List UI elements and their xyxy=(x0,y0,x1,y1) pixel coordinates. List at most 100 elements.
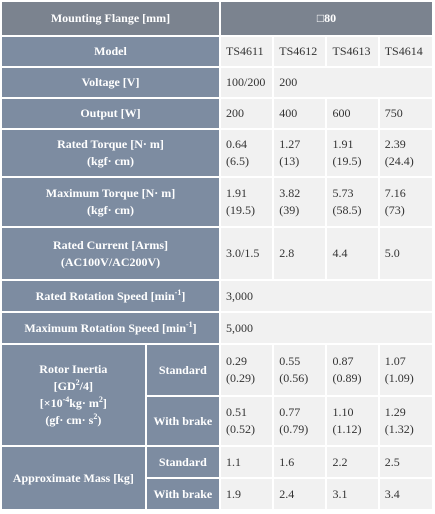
data-cell: 2.2 xyxy=(327,447,378,477)
data-cell: 5.0 xyxy=(379,228,432,279)
row-header: Output [W] xyxy=(2,99,220,128)
table-row: Rated Torque [N· m] (kgf· cm) 0.64 (6.5) 1.2… xyxy=(2,130,432,176)
table-row: Approximate Mass [kg] Standard 1.1 1.6 2.2 2.… xyxy=(2,447,432,509)
table-body: Mounting Flange [mm] □80 Model TS4611 TS4612… xyxy=(2,2,432,509)
data-cell: 2.4 xyxy=(274,479,326,509)
text-line: Rated Torque [N· m] xyxy=(57,137,164,151)
data-cell: 3.4 xyxy=(379,479,432,509)
text-line: (39) xyxy=(279,203,300,217)
text: /4] xyxy=(79,379,93,393)
data-cell: 200 xyxy=(274,68,432,97)
data-cell: 0.77 (0.79) xyxy=(274,397,326,445)
sub-header: Standard xyxy=(146,345,220,395)
superscript: 2 xyxy=(98,395,103,404)
text: ) xyxy=(97,413,102,427)
text-line: 3.4 xyxy=(384,486,400,501)
table-row: With brake 0.51 (0.52) 0.77 (0.79) 1.10 (1.12)… xyxy=(2,397,432,445)
data-cell: TS4614 xyxy=(379,37,432,66)
text-line: Rated Rotation Speed [min-1] xyxy=(2,288,219,305)
text-line: Rotor Inertia xyxy=(39,362,108,376)
sub-header: Standard xyxy=(146,447,220,477)
text: [GD xyxy=(53,379,76,393)
data-cell: 600 xyxy=(327,99,378,128)
text-line: 1.91 xyxy=(226,186,248,200)
text-line: (kgf· cm) xyxy=(87,203,134,217)
data-cell: 2.39 (24.4) xyxy=(379,130,432,176)
text-line: [×10-4kg· m2] xyxy=(2,395,145,412)
text-line: 7.16 xyxy=(384,186,406,200)
text-line: 2.4 xyxy=(279,486,295,501)
data-cell: 0.87 (0.89) xyxy=(327,345,378,395)
text-line: TS4612 xyxy=(279,44,318,58)
text-line: 3.82 xyxy=(279,186,301,200)
text-line: 1.27 xyxy=(279,137,301,151)
text-line: (73) xyxy=(384,203,405,217)
text-line: (0.79) xyxy=(279,422,309,436)
text-line: Model xyxy=(94,44,127,58)
text-line: 750 xyxy=(384,106,403,120)
text-line: (0.52) xyxy=(226,422,256,436)
text-line: (19.5) xyxy=(226,203,256,217)
text-line: 400 xyxy=(279,106,298,120)
text-line: 0.64 xyxy=(226,137,248,151)
text-line: 5,000 xyxy=(226,320,254,335)
text-line: (1.12) xyxy=(332,422,362,436)
table-row: Model TS4611 TS4612 TS4613 TS4614 xyxy=(2,37,432,66)
text-line: Rated Current [Arms] xyxy=(52,237,169,252)
text-line: 100/200 xyxy=(226,75,266,89)
text-line: 1.91 xyxy=(332,137,354,151)
header-cell: □80 xyxy=(221,2,432,35)
text: ] xyxy=(192,320,197,335)
text: ] xyxy=(102,396,107,410)
row-header: Model xyxy=(2,37,220,66)
data-cell: 5.73 (58.5) xyxy=(327,178,378,226)
data-cell: 7.16 (73) xyxy=(379,178,432,226)
superscript: -1 xyxy=(174,287,182,297)
data-cell: 1.91 (19.5) xyxy=(221,178,273,226)
text-line: 1.1 xyxy=(226,454,242,469)
text-line: 1.10 xyxy=(332,405,354,419)
text-line: □80 xyxy=(316,11,337,25)
text-line: 5.0 xyxy=(384,246,400,260)
text-line: 600 xyxy=(332,106,351,120)
table-row: With brake 1.9 2.4 3.1 3.4 xyxy=(2,479,432,509)
table-row: Output [W] 200 400 600 750 xyxy=(2,99,432,128)
text-line: Output [W] xyxy=(80,106,141,120)
row-header: Rated Rotation Speed [min-1] xyxy=(2,281,220,311)
text-line: [GD2/4] xyxy=(2,378,145,395)
data-cell: 3.0/1.5 xyxy=(221,228,273,279)
text-line: 1.29 xyxy=(384,405,406,419)
text-line: (6.5) xyxy=(226,154,250,168)
text-line: (58.5) xyxy=(332,203,362,217)
data-cell: 1.10 (1.12) xyxy=(327,397,378,445)
text-line: 3.0/1.5 xyxy=(226,246,260,260)
text-line: (13) xyxy=(279,154,300,168)
text-line: Maximum Torque [N· m] xyxy=(45,186,176,200)
text: Rated Rotation Speed [min xyxy=(35,288,175,303)
table-row: Rated Rotation Speed [min-1] 3,000 xyxy=(2,281,432,311)
text-line: 0.51 xyxy=(226,405,248,419)
text-line: 2.39 xyxy=(384,137,406,151)
text-line: 5.73 xyxy=(332,186,354,200)
text: kg· m xyxy=(69,396,99,410)
text-line: (24.4) xyxy=(384,154,414,168)
text-line: (AC100V/AC200V) xyxy=(60,254,161,269)
data-cell: 100/200 xyxy=(221,68,273,97)
text-line: (1.32) xyxy=(384,422,414,436)
data-cell: TS4612 xyxy=(274,37,326,66)
text-line: 200 xyxy=(279,75,298,89)
data-cell: 3,000 xyxy=(221,281,432,311)
data-cell: 1.6 xyxy=(274,447,326,477)
data-cell: TS4613 xyxy=(327,37,378,66)
data-cell: 1.29 (1.32) xyxy=(379,397,432,445)
data-cell: 1.07 (1.09) xyxy=(379,345,432,395)
data-cell: 400 xyxy=(274,99,326,128)
text-line: 0.87 xyxy=(332,354,354,368)
text-line: (1.09) xyxy=(384,371,414,385)
row-header: Approximate Mass [kg] xyxy=(2,447,145,509)
data-cell: 3.1 xyxy=(327,479,378,509)
superscript: -4 xyxy=(62,395,70,404)
sub-header: With brake xyxy=(146,397,220,445)
data-cell: 1.1 xyxy=(221,447,273,477)
